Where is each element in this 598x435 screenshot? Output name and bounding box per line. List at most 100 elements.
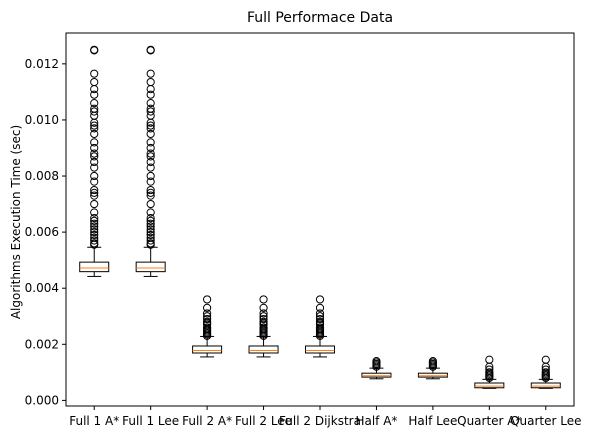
outlier-point (90, 171, 99, 181)
outlier-point (146, 107, 155, 116)
outlier-point (146, 77, 155, 87)
outlier-point (146, 129, 155, 139)
y-tick-label: 0.010 (25, 113, 59, 127)
outlier-point (146, 99, 155, 108)
outlier-point (90, 225, 99, 234)
outlier-point (90, 84, 99, 94)
outlier-point (146, 46, 155, 55)
outlier-point (90, 152, 99, 161)
outlier-point (315, 303, 325, 312)
outlier-point (146, 219, 155, 228)
box-iqr (361, 372, 392, 378)
outlier-point (90, 191, 99, 200)
x-tick-label: Half A* (355, 414, 397, 428)
outlier-point (146, 208, 155, 217)
outlier-point (203, 331, 212, 340)
outlier-point (146, 124, 155, 133)
outlier-point (146, 225, 155, 234)
box-iqr (192, 345, 223, 354)
outlier-point (372, 362, 381, 371)
outlier-point (146, 111, 155, 120)
box-iqr (530, 382, 561, 389)
chart-title: Full Performace Data (247, 10, 393, 26)
outlier-point (146, 188, 155, 197)
box-iqr (248, 345, 279, 354)
outlier-point (90, 208, 99, 217)
x-tick-label: Quarter A* (457, 414, 521, 428)
outlier-point (146, 236, 155, 245)
outlier-point (315, 331, 325, 340)
x-tick-label: Full 1 Lee (122, 414, 179, 428)
outlier-point (90, 138, 99, 147)
outlier-point (315, 295, 325, 304)
outlier-point (90, 99, 99, 108)
outlier-point (146, 84, 155, 94)
outlier-point (146, 171, 155, 181)
y-tick-label: 0.002 (25, 337, 59, 351)
outlier-point (90, 121, 99, 130)
outlier-point (146, 213, 155, 223)
outlier-point (90, 185, 99, 195)
x-tick-label: Full 2 Lee (235, 414, 292, 428)
outlier-point (146, 118, 155, 127)
y-tick-label: 0.000 (25, 393, 59, 407)
outlier-point (90, 199, 99, 209)
y-axis-label: Algorithms Execution Time (sec) (9, 125, 23, 319)
outlier-point (90, 222, 99, 231)
outlier-point (541, 373, 550, 383)
outlier-point (146, 121, 155, 130)
outlier-point (203, 314, 212, 324)
outlier-point (90, 107, 99, 116)
outlier-point (90, 77, 99, 87)
plot-area: 0.000 0.002 0.004 0.006 0.008 0.010 0.012 Full … (25, 45, 581, 428)
outlier-point (90, 157, 99, 167)
x-tick-label: Full 2 A* (182, 414, 232, 428)
outlier-point (428, 362, 437, 371)
outlier-point (146, 216, 155, 226)
outlier-point (146, 230, 155, 240)
y-tick-label: 0.008 (25, 169, 59, 183)
outlier-point (146, 90, 155, 99)
outlier-point (90, 213, 99, 223)
outlier-point (146, 163, 155, 172)
outlier-point (90, 228, 99, 237)
y-tick-label: 0.004 (25, 281, 59, 295)
outlier-point (90, 188, 99, 197)
outlier-point (90, 111, 99, 120)
box-iqr (305, 345, 335, 354)
outlier-point (485, 355, 494, 364)
outlier-point (315, 314, 325, 324)
outlier-point (90, 163, 99, 172)
outlier-point (90, 177, 99, 186)
outlier-point (146, 199, 155, 209)
box-iqr (79, 261, 110, 273)
outlier-point (90, 240, 99, 249)
outlier-point (259, 309, 268, 318)
outlier-point (90, 236, 99, 245)
outlier-point (90, 46, 99, 55)
outlier-point (90, 129, 99, 139)
outlier-point (259, 303, 268, 312)
x-tick-label: Full 1 A* (69, 414, 119, 428)
outlier-point (203, 303, 212, 312)
outlier-point (146, 222, 155, 231)
outlier-point (203, 309, 212, 318)
axes-frame (65, 32, 575, 407)
outlier-point (146, 185, 155, 195)
outlier-point (90, 90, 99, 99)
outlier-point (485, 373, 494, 383)
outlier-point (90, 118, 99, 127)
x-tick-label: Full 2 Dijkstra (279, 414, 361, 428)
outlier-point (146, 191, 155, 200)
outlier-point (259, 331, 268, 340)
outlier-point (146, 152, 155, 161)
box-iqr (474, 382, 505, 389)
outlier-point (90, 216, 99, 226)
outlier-point (90, 149, 99, 158)
x-tick-label: Half Lee (408, 414, 457, 428)
box-iqr (135, 261, 166, 273)
outlier-point (146, 143, 155, 153)
outlier-point (146, 138, 155, 147)
outlier-point (90, 230, 99, 240)
